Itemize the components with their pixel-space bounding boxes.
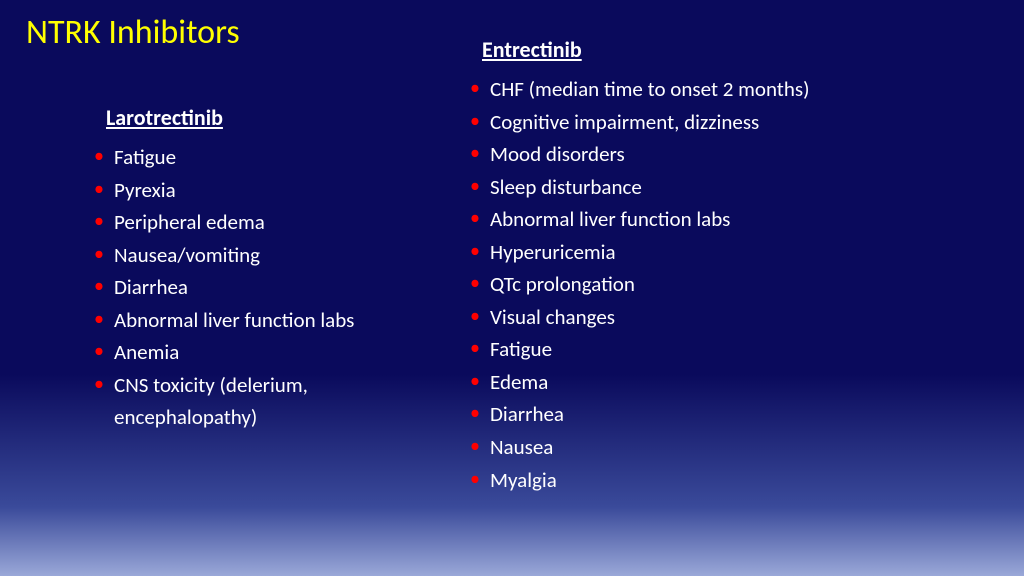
list-item: Fatigue xyxy=(94,141,434,174)
list-item: Nausea xyxy=(470,431,940,464)
list-item: Diarrhea xyxy=(470,398,940,431)
left-heading: Larotrectinib xyxy=(106,104,434,131)
list-item: Mood disorders xyxy=(470,138,940,171)
list-item: CNS toxicity (delerium, encephalopathy) xyxy=(94,369,434,434)
right-list: CHF (median time to onset 2 months) Cogn… xyxy=(470,73,940,496)
right-heading: Entrectinib xyxy=(482,36,940,63)
list-item: Sleep disturbance xyxy=(470,171,940,204)
list-item: Hyperuricemia xyxy=(470,236,940,269)
list-item: QTc prolongation xyxy=(470,268,940,301)
list-item: Pyrexia xyxy=(94,174,434,207)
list-item: Myalgia xyxy=(470,464,940,497)
list-item: Fatigue xyxy=(470,333,940,366)
list-item: Anemia xyxy=(94,336,434,369)
list-item: Diarrhea xyxy=(94,271,434,304)
list-item: Abnormal liver function labs xyxy=(470,203,940,236)
list-item: Edema xyxy=(470,366,940,399)
list-item: Visual changes xyxy=(470,301,940,334)
list-item: Nausea/vomiting xyxy=(94,239,434,272)
list-item: Peripheral edema xyxy=(94,206,434,239)
list-item: Cognitive impairment, dizziness xyxy=(470,106,940,139)
left-column: Larotrectinib Fatigue Pyrexia Peripheral… xyxy=(94,104,434,434)
left-list: Fatigue Pyrexia Peripheral edema Nausea/… xyxy=(94,141,434,434)
list-item: CHF (median time to onset 2 months) xyxy=(470,73,940,106)
list-item: Abnormal liver function labs xyxy=(94,304,434,337)
right-column: Entrectinib CHF (median time to onset 2 … xyxy=(470,36,940,496)
slide-title: NTRK Inhibitors xyxy=(26,12,240,53)
